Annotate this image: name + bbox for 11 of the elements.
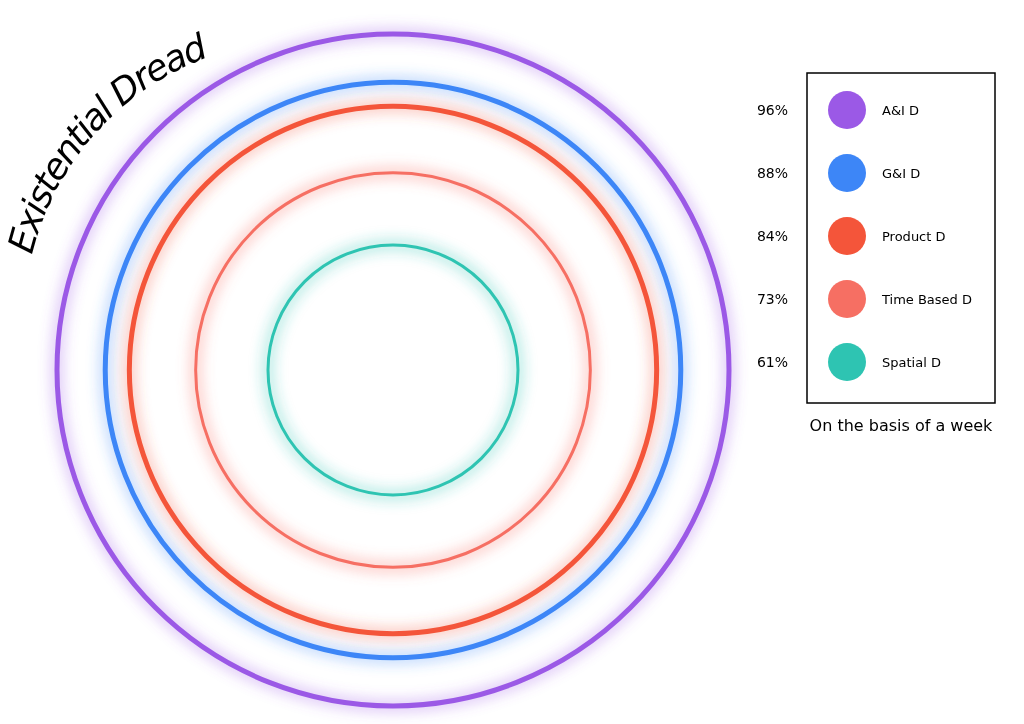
category-label: G&I D — [882, 165, 921, 181]
data-label: 73% — [756, 290, 788, 307]
data-label: 84% — [756, 227, 788, 244]
text: On the basis of a week — [809, 415, 994, 435]
data-label: 96% — [756, 101, 788, 118]
category-label: Spatial D — [882, 354, 941, 370]
category-label: Time Based D — [881, 291, 972, 307]
category-label: Product D — [882, 228, 946, 244]
category-label: A&I D — [882, 102, 920, 118]
data-label: 61% — [756, 353, 788, 370]
data-label: 88% — [756, 164, 788, 181]
